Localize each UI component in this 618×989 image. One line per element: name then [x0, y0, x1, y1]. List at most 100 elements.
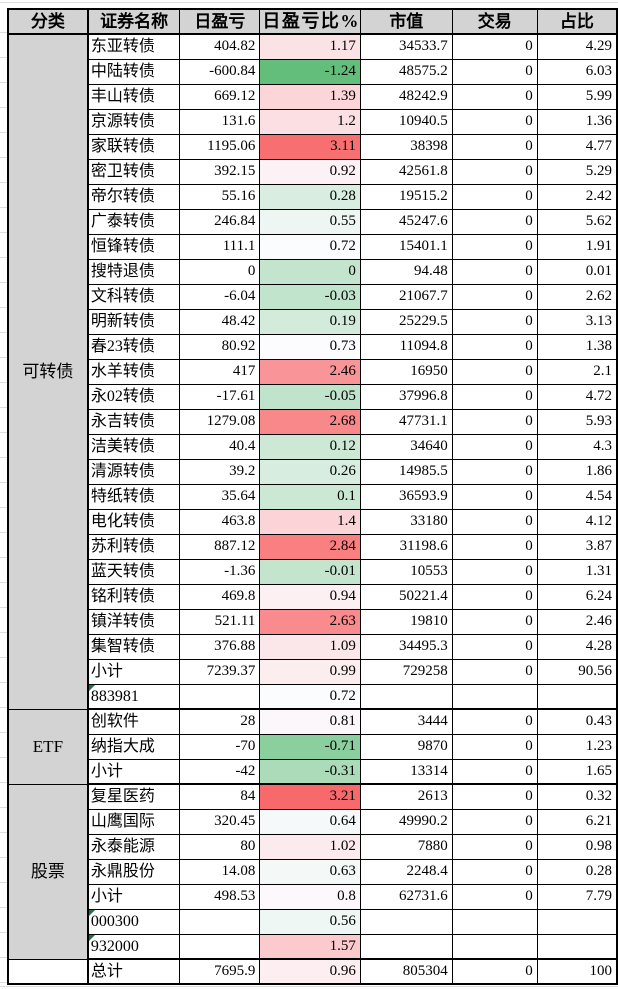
cell-security-name[interactable]: 永泰能源 [87, 833, 181, 860]
cell-daily-pnl-pct[interactable]: 1.57 [259, 933, 361, 960]
cell-daily-pnl[interactable]: 1195.06 [179, 133, 261, 160]
cell-ratio[interactable]: 4.12 [536, 508, 618, 535]
cell-daily-pnl[interactable]: 469.8 [179, 583, 261, 610]
cell-security-name[interactable]: 纳指大成 [87, 733, 181, 760]
cell-market-value[interactable]: 36593.9 [359, 483, 453, 510]
cell-ratio[interactable]: 6.21 [536, 808, 618, 835]
cell-security-name[interactable]: 小计 [87, 758, 181, 785]
cell-trade[interactable]: 0 [451, 558, 538, 585]
cell-security-name[interactable]: 电化转债 [87, 508, 181, 535]
cell-market-value[interactable]: 34640 [359, 433, 453, 460]
cell-daily-pnl-pct[interactable]: 0.56 [259, 908, 361, 935]
cell-ratio[interactable]: 4.77 [536, 133, 618, 160]
cell-ratio[interactable]: 6.24 [536, 583, 618, 610]
cell-daily-pnl[interactable]: 55.16 [179, 183, 261, 210]
cell-market-value[interactable]: 34495.3 [359, 633, 453, 660]
cell-ratio[interactable]: 1.31 [536, 558, 618, 585]
cell-ratio[interactable]: 4.72 [536, 383, 618, 410]
cell-ratio[interactable]: 0.01 [536, 258, 618, 285]
cell-security-name[interactable]: 特纸转债 [87, 483, 181, 510]
cell-daily-pnl-pct[interactable]: 0.19 [259, 308, 361, 335]
cell-ratio[interactable]: 5.29 [536, 158, 618, 185]
cell-daily-pnl[interactable]: 521.11 [179, 608, 261, 635]
cell-ratio[interactable]: 0.43 [536, 708, 618, 735]
cell-trade[interactable]: 0 [451, 308, 538, 335]
cell-ratio[interactable]: 0.98 [536, 833, 618, 860]
cell-trade[interactable]: 0 [451, 508, 538, 535]
cell-daily-pnl-pct[interactable]: 0.73 [259, 333, 361, 360]
cell-daily-pnl-pct[interactable]: 0.81 [259, 708, 361, 735]
cell-ratio[interactable]: 2.42 [536, 183, 618, 210]
cell-security-name[interactable]: 永吉转债 [87, 408, 181, 435]
cell-security-name[interactable]: 广泰转债 [87, 208, 181, 235]
cell-daily-pnl-pct[interactable]: 0.26 [259, 458, 361, 485]
cell-daily-pnl-pct[interactable]: 0.1 [259, 483, 361, 510]
cell-market-value[interactable]: 34533.7 [359, 33, 453, 60]
cell-ratio[interactable]: 2.62 [536, 283, 618, 310]
cell-daily-pnl[interactable]: 131.6 [179, 108, 261, 135]
cell-daily-pnl-pct[interactable]: 3.21 [259, 783, 361, 810]
category-cell-empty[interactable] [7, 958, 89, 985]
cell-ratio[interactable]: 3.87 [536, 533, 618, 560]
cell-market-value[interactable]: 2613 [359, 783, 453, 810]
cell-ratio[interactable]: 5.62 [536, 208, 618, 235]
cell-daily-pnl[interactable]: 48.42 [179, 308, 261, 335]
cell-daily-pnl-pct[interactable]: 0.12 [259, 433, 361, 460]
cell-daily-pnl[interactable]: -42 [179, 758, 261, 785]
cell-daily-pnl-pct[interactable]: 0.72 [259, 233, 361, 260]
cell-daily-pnl-pct[interactable]: -1.24 [259, 58, 361, 85]
cell-market-value[interactable]: 49990.2 [359, 808, 453, 835]
cell-daily-pnl-pct[interactable]: 2.84 [259, 533, 361, 560]
cell-daily-pnl-pct[interactable]: 3.11 [259, 133, 361, 160]
cell-market-value[interactable]: 15401.1 [359, 233, 453, 260]
cell-daily-pnl[interactable]: 35.64 [179, 483, 261, 510]
cell-security-name[interactable]: 永鼎股份 [87, 858, 181, 885]
cell-daily-pnl[interactable]: 887.12 [179, 533, 261, 560]
cell-market-value[interactable]: 33180 [359, 508, 453, 535]
cell-daily-pnl-pct[interactable]: 0.72 [259, 683, 361, 710]
cell-ratio[interactable] [536, 683, 618, 710]
column-header-category[interactable]: 分类 [7, 8, 89, 35]
cell-daily-pnl-pct[interactable]: 1.4 [259, 508, 361, 535]
cell-security-name[interactable]: 明新转债 [87, 308, 181, 335]
cell-trade[interactable]: 0 [451, 658, 538, 685]
cell-trade[interactable] [451, 683, 538, 710]
cell-ratio[interactable]: 1.23 [536, 733, 618, 760]
cell-daily-pnl[interactable]: -6.04 [179, 283, 261, 310]
cell-daily-pnl-pct[interactable]: 2.68 [259, 408, 361, 435]
cell-trade[interactable]: 0 [451, 458, 538, 485]
column-header-pct[interactable]: 日盈亏比% [259, 8, 361, 35]
cell-security-name[interactable]: 文科转债 [87, 283, 181, 310]
cell-market-value[interactable]: 45247.6 [359, 208, 453, 235]
cell-ratio[interactable]: 1.65 [536, 758, 618, 785]
cell-security-name[interactable]: 山鹰国际 [87, 808, 181, 835]
cell-daily-pnl[interactable]: 40.4 [179, 433, 261, 460]
cell-trade[interactable]: 0 [451, 258, 538, 285]
cell-trade[interactable]: 0 [451, 883, 538, 910]
cell-daily-pnl[interactable]: 0 [179, 258, 261, 285]
cell-security-name[interactable]: 铭利转债 [87, 583, 181, 610]
column-header-mv[interactable]: 市值 [359, 8, 453, 35]
cell-daily-pnl-pct[interactable]: 0 [259, 258, 361, 285]
cell-daily-pnl[interactable]: 39.2 [179, 458, 261, 485]
cell-trade[interactable]: 0 [451, 608, 538, 635]
cell-market-value[interactable]: 10940.5 [359, 108, 453, 135]
cell-ratio[interactable] [536, 933, 618, 960]
cell-daily-pnl[interactable]: 80 [179, 833, 261, 860]
cell-trade[interactable] [451, 933, 538, 960]
cell-trade[interactable]: 0 [451, 358, 538, 385]
cell-daily-pnl[interactable]: 376.88 [179, 633, 261, 660]
cell-trade[interactable]: 0 [451, 583, 538, 610]
cell-trade[interactable]: 0 [451, 483, 538, 510]
cell-ratio[interactable]: 4.3 [536, 433, 618, 460]
cell-ratio[interactable]: 90.56 [536, 658, 618, 685]
cell-daily-pnl-pct[interactable]: -0.05 [259, 383, 361, 410]
cell-daily-pnl[interactable]: 404.82 [179, 33, 261, 60]
cell-market-value[interactable]: 19810 [359, 608, 453, 635]
cell-daily-pnl[interactable]: 463.8 [179, 508, 261, 535]
cell-daily-pnl[interactable] [179, 933, 261, 960]
cell-market-value[interactable]: 3444 [359, 708, 453, 735]
cell-security-name[interactable]: 苏利转债 [87, 533, 181, 560]
cell-trade[interactable]: 0 [451, 533, 538, 560]
cell-ratio[interactable]: 4.29 [536, 33, 618, 60]
